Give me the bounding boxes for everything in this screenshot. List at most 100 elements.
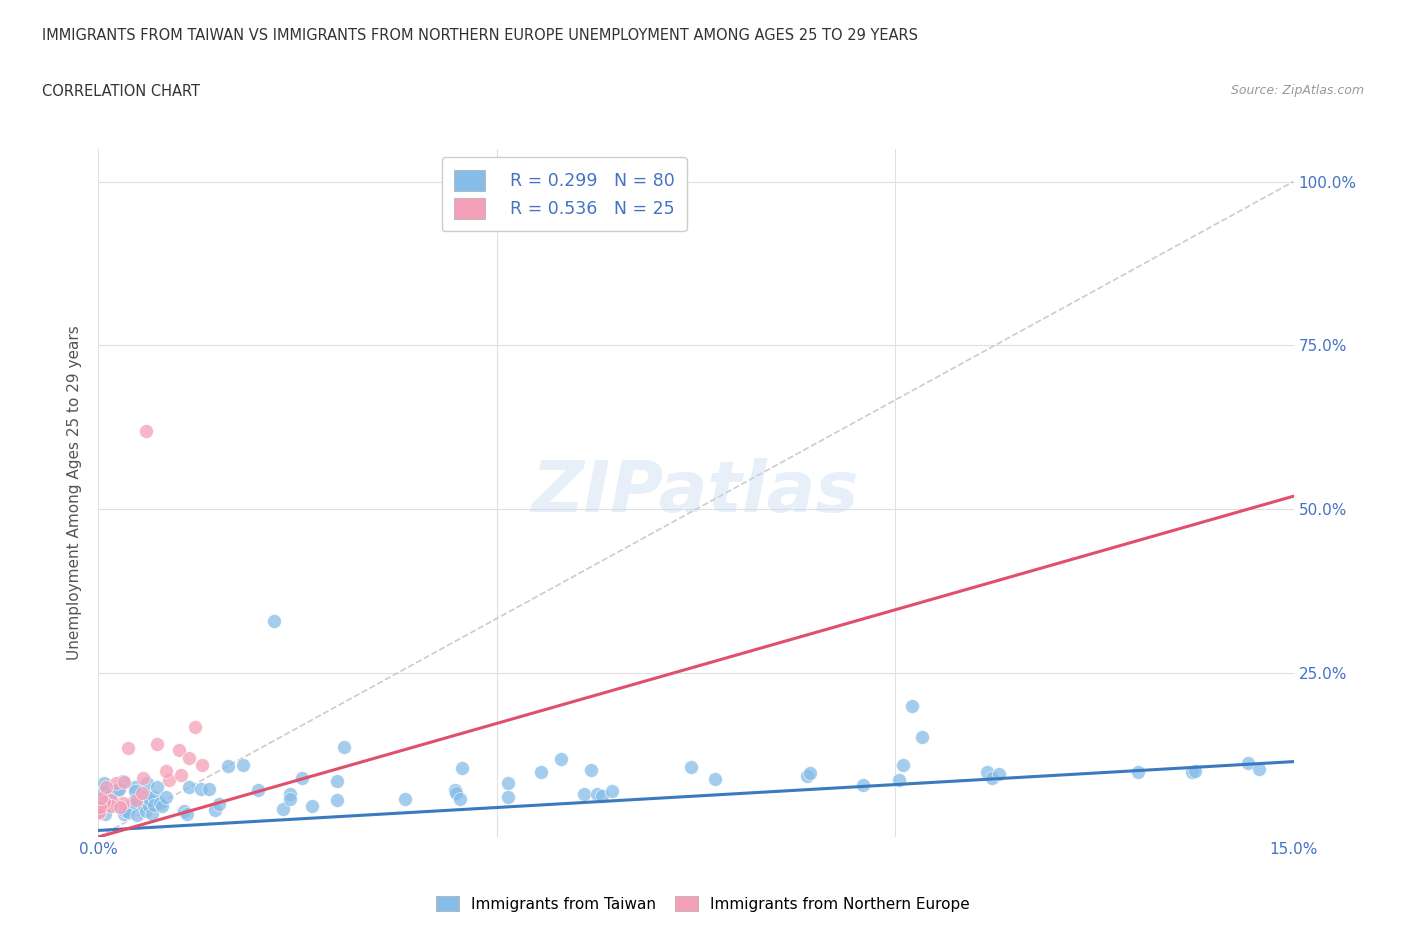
- Point: [150, 798, 173, 813]
- Point: [444, 786, 467, 801]
- Point: [173, 804, 195, 818]
- Point: [291, 771, 314, 786]
- Point: [498, 775, 520, 790]
- Point: [183, 720, 205, 735]
- Point: [105, 775, 128, 790]
- Point: [681, 760, 703, 775]
- Point: [891, 757, 914, 772]
- Point: [271, 802, 294, 817]
- Point: [93, 806, 115, 821]
- Point: [93, 776, 115, 790]
- Point: [100, 798, 122, 813]
- Legend: Immigrants from Taiwan, Immigrants from Northern Europe: Immigrants from Taiwan, Immigrants from …: [430, 889, 976, 918]
- Point: [450, 761, 472, 776]
- Point: [1181, 764, 1204, 779]
- Point: [124, 783, 146, 798]
- Point: [301, 799, 323, 814]
- Point: [112, 773, 135, 788]
- Point: [105, 799, 128, 814]
- Point: [530, 764, 553, 779]
- Point: [107, 783, 129, 798]
- Point: [90, 790, 112, 805]
- Point: [117, 740, 139, 755]
- Point: [125, 792, 148, 807]
- Point: [155, 790, 177, 804]
- Point: [799, 766, 821, 781]
- Point: [900, 698, 922, 713]
- Point: [333, 739, 356, 754]
- Point: [141, 806, 163, 821]
- Point: [100, 793, 122, 808]
- Point: [176, 806, 198, 821]
- Point: [579, 763, 602, 777]
- Point: [177, 779, 200, 794]
- Point: [263, 613, 285, 628]
- Point: [232, 757, 254, 772]
- Point: [167, 742, 190, 757]
- Point: [157, 772, 180, 787]
- Point: [108, 781, 131, 796]
- Point: [87, 805, 110, 820]
- Point: [1126, 764, 1149, 779]
- Point: [911, 730, 934, 745]
- Point: [169, 767, 191, 782]
- Point: [988, 766, 1011, 781]
- Text: CORRELATION CHART: CORRELATION CHART: [42, 84, 200, 99]
- Point: [852, 777, 875, 792]
- Point: [177, 751, 200, 765]
- Point: [93, 785, 115, 800]
- Point: [93, 794, 115, 809]
- Point: [122, 794, 145, 809]
- Point: [155, 764, 177, 778]
- Point: [108, 800, 131, 815]
- Point: [111, 795, 134, 810]
- Point: [114, 804, 136, 818]
- Point: [89, 804, 111, 819]
- Point: [1247, 762, 1270, 777]
- Point: [980, 770, 1002, 785]
- Point: [574, 787, 596, 802]
- Point: [135, 423, 157, 438]
- Point: [1236, 755, 1258, 770]
- Point: [132, 771, 155, 786]
- Point: [142, 790, 165, 804]
- Point: [586, 787, 609, 802]
- Point: [326, 793, 349, 808]
- Point: [496, 790, 519, 804]
- Point: [138, 799, 160, 814]
- Point: [326, 774, 349, 789]
- Point: [149, 795, 172, 810]
- Point: [217, 759, 239, 774]
- Point: [125, 807, 148, 822]
- Point: [131, 786, 153, 801]
- Point: [98, 788, 121, 803]
- Point: [887, 773, 910, 788]
- Point: [247, 782, 270, 797]
- Point: [135, 804, 157, 818]
- Point: [117, 804, 139, 819]
- Point: [550, 751, 572, 766]
- Point: [591, 789, 613, 804]
- Point: [796, 768, 818, 783]
- Point: [444, 783, 467, 798]
- Point: [278, 791, 301, 806]
- Text: ZIPatlas: ZIPatlas: [533, 458, 859, 527]
- Text: Source: ZipAtlas.com: Source: ZipAtlas.com: [1230, 84, 1364, 97]
- Point: [394, 791, 416, 806]
- Point: [136, 776, 159, 790]
- Point: [198, 782, 221, 797]
- Point: [278, 787, 301, 802]
- Point: [208, 796, 231, 811]
- Point: [976, 764, 998, 779]
- Legend:   R = 0.299   N = 80,   R = 0.536   N = 25: R = 0.299 N = 80, R = 0.536 N = 25: [441, 157, 688, 231]
- Point: [124, 779, 146, 794]
- Point: [1184, 764, 1206, 778]
- Point: [142, 798, 165, 813]
- Point: [146, 779, 169, 794]
- Point: [204, 803, 226, 817]
- Point: [112, 806, 135, 821]
- Point: [89, 800, 111, 815]
- Point: [134, 798, 156, 813]
- Point: [600, 783, 623, 798]
- Point: [112, 775, 135, 790]
